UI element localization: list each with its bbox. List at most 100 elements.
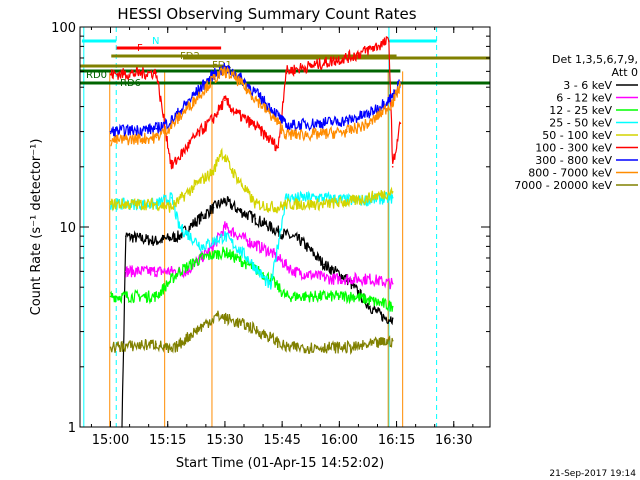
- data-point: [391, 95, 394, 98]
- data-point: [193, 222, 196, 224]
- series-line-12-25-kev: [109, 246, 394, 312]
- data-point: [231, 170, 234, 172]
- data-point: [323, 62, 325, 64]
- data-point: [315, 295, 318, 298]
- data-point: [369, 112, 371, 115]
- data-point: [254, 217, 257, 220]
- data-point: [193, 99, 196, 102]
- data-point: [212, 206, 215, 209]
- data-point: [109, 130, 112, 133]
- data-point: [109, 295, 112, 298]
- data-point: [212, 117, 215, 119]
- legend-entry-label: 800 - 7000 keV: [528, 167, 612, 180]
- data-point: [155, 127, 158, 130]
- data-point: [239, 210, 241, 212]
- data-point: [155, 343, 158, 345]
- data-point: [170, 206, 173, 209]
- data-point: [201, 245, 203, 248]
- data-point: [247, 263, 249, 266]
- data-point: [285, 295, 287, 298]
- flag-label-n: N: [152, 36, 159, 47]
- data-point: [170, 166, 173, 168]
- data-point: [277, 230, 280, 233]
- data-point: [178, 226, 180, 228]
- data-point: [399, 84, 402, 87]
- data-point: [315, 133, 318, 136]
- series-line-800-7000-kev: [110, 65, 401, 147]
- data-point: [369, 305, 371, 308]
- data-point: [254, 97, 257, 100]
- data-point: [315, 122, 318, 125]
- flag-label-rd0: RD0: [86, 70, 107, 81]
- data-point: [391, 197, 394, 199]
- data-point: [155, 203, 158, 205]
- flag-label-fd2: FD2: [180, 51, 200, 62]
- series-layer: [109, 35, 402, 428]
- data-point: [391, 191, 394, 193]
- data-point: [224, 235, 226, 237]
- data-point: [193, 93, 196, 96]
- data-point: [212, 245, 215, 248]
- data-point: [178, 270, 180, 273]
- data-point: [384, 317, 386, 320]
- data-point: [277, 122, 280, 125]
- data-point: [224, 226, 226, 228]
- data-point: [109, 203, 112, 205]
- data-point: [269, 251, 272, 253]
- data-point: [285, 197, 287, 199]
- data-point: [254, 203, 257, 205]
- legend-entry-label: 6 - 12 keV: [556, 92, 612, 105]
- data-point: [391, 166, 394, 168]
- data-point: [224, 70, 226, 73]
- data-point: [224, 317, 226, 320]
- data-point: [391, 283, 394, 285]
- data-point: [247, 325, 249, 327]
- data-point: [323, 263, 325, 266]
- legend-entry-label: 12 - 25 keV: [549, 104, 612, 117]
- x-tick-label: 16:15: [378, 433, 415, 448]
- data-point: [399, 122, 402, 125]
- x-tick-label: 15:45: [263, 433, 300, 448]
- data-point: [269, 286, 272, 289]
- data-point: [277, 146, 280, 149]
- x-tick-label: 15:00: [92, 433, 129, 448]
- data-point: [212, 78, 215, 80]
- data-point: [285, 70, 287, 73]
- series-line-50-100-kev: [109, 147, 394, 214]
- data-point: [391, 305, 394, 308]
- data-point: [285, 346, 287, 349]
- data-point: [269, 336, 272, 339]
- axes-layer: 15:00 15:15 15:30 15:45 16:00 16:15 16:30 1 10 10…: [51, 21, 490, 448]
- data-point: [254, 91, 257, 94]
- data-point: [323, 346, 325, 349]
- data-point: [300, 240, 303, 242]
- series-line-7000-20000-kev: [109, 310, 394, 356]
- data-point: [346, 130, 348, 133]
- data-point: [391, 101, 394, 104]
- legend-entry-label: 300 - 800 keV: [535, 154, 612, 167]
- data-point: [285, 125, 287, 127]
- x-tick-label: 16:00: [321, 433, 358, 448]
- data-point: [330, 278, 333, 280]
- data-point: [323, 203, 325, 205]
- data-point: [109, 346, 112, 349]
- data-point: [388, 40, 390, 42]
- legend-header-line: Att 0: [612, 66, 638, 79]
- y-tick-label: 100: [51, 21, 76, 36]
- x-axis-label: Start Time (01-Apr-15 14:52:02): [176, 456, 384, 471]
- data-point: [125, 270, 127, 273]
- series-line-6-12-kev: [125, 221, 394, 290]
- legend-entry-label: 3 - 6 keV: [563, 79, 612, 92]
- data-point: [155, 270, 158, 273]
- data-point: [391, 339, 394, 342]
- footer-timestamp: 21-Sep-2017 19:14: [549, 469, 636, 479]
- legend-entry-label: 100 - 300 keV: [535, 142, 612, 155]
- data-point: [186, 270, 188, 273]
- data-point: [285, 133, 287, 136]
- data-point: [109, 73, 112, 76]
- data-point: [224, 99, 226, 102]
- data-point: [353, 295, 356, 298]
